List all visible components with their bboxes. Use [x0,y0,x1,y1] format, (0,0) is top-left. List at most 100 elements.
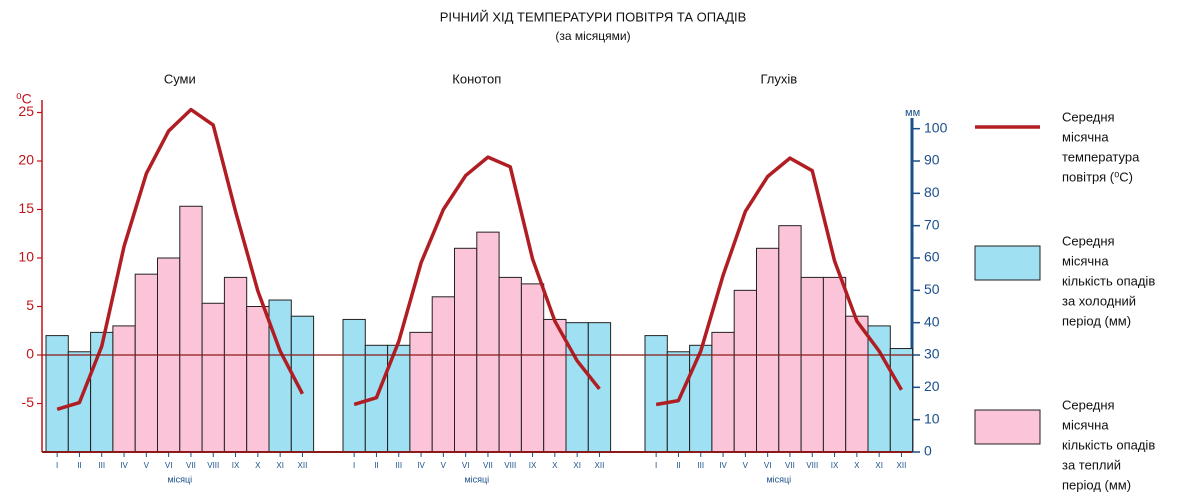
x-tick-label: VI [165,461,173,470]
x-axis-label: місяці [167,474,192,484]
legend-swatch [974,245,1041,281]
x-tick-label: IX [232,461,240,470]
legend-label: за холодний [1062,293,1136,308]
precipitation-bar [223,276,248,453]
y-tick-label: -5 [22,394,35,410]
y2-tick-label: 20 [924,378,940,394]
precipitation-bar [45,335,69,453]
x-tick-label: II [676,461,680,470]
y2-tick-label: 90 [924,152,940,168]
y2-tick-label: 60 [924,249,940,265]
temperature-line [655,156,903,407]
x-tick-label: VI [462,461,470,470]
precipitation-bar [520,283,545,453]
x-tick-label: XI [276,461,284,470]
precipitation-bar [201,302,225,453]
precipitation-bar [543,318,567,453]
x-tick-label: IX [831,461,839,470]
x-axis-label: місяці [464,474,489,484]
legend-label: повітря (⁰С) [1062,169,1133,184]
precipitation-bar [867,325,891,453]
precipitation-bar [112,325,136,453]
y2-tick-label: 0 [924,443,932,459]
x-tick-label: I [353,461,355,470]
temperature-line [56,107,305,411]
precipitation-bar [689,344,713,453]
x-tick-label: III [98,461,105,470]
precipitation-bar [179,205,203,453]
x-tick-label: XII [595,461,605,470]
x-tick-label: XI [573,461,581,470]
y2-tick-label: 40 [924,313,940,329]
precipitation-bar [290,315,315,453]
precipitation-bar [756,247,780,453]
y2-tick-label: 100 [924,119,948,135]
x-tick-label: VIII [504,461,516,470]
precipitation-bar [644,335,668,453]
x-tick-label: IX [529,461,537,470]
y2-tick-label: 30 [924,346,940,362]
legend-label: температура [1062,149,1140,164]
x-tick-label: IV [120,461,128,470]
y-axis-label: ⁰С [16,91,32,107]
x-tick-label: X [552,461,558,470]
x-tick-label: V [144,461,150,470]
precipitation-bar [565,322,589,453]
x-tick-label: XI [875,461,883,470]
precipitation-bar [711,331,735,453]
legend-label: Середня [1062,397,1115,412]
x-tick-label: X [255,461,261,470]
x-tick-label: VIII [806,461,818,470]
legend-label: місячна [1062,417,1109,432]
panel-title: Суми [164,71,196,86]
x-tick-label: IV [719,461,727,470]
chart-title: РІЧНИЙ ХІД ТЕМПЕРАТУРИ ПОВІТРЯ ТА ОПАДІВ [440,9,747,24]
x-tick-label: VIII [207,461,219,470]
x-tick-label: VI [764,461,772,470]
x-tick-label: V [441,461,447,470]
legend-label: період (мм) [1062,313,1131,328]
y2-tick-label: 70 [924,216,940,232]
x-tick-label: VII [483,461,493,470]
legend-label: Середня [1062,109,1115,124]
y-tick-label: 5 [26,297,34,313]
precipitation-bar [409,331,433,453]
legend-label: Середня [1062,233,1115,248]
y2-tick-label: 50 [924,281,940,297]
precipitation-bar [778,225,802,453]
legend-label: місячна [1062,253,1109,268]
legend-label: кількість опадів [1062,437,1155,452]
precipitation-bar [134,273,158,453]
x-tick-label: XII [897,461,907,470]
x-tick-label: XII [298,461,308,470]
legend-label: місячна [1062,129,1109,144]
x-axis-label: місяці [766,474,791,484]
legend-label: період (мм) [1062,477,1131,492]
chart-subtitle: (за місяцями) [555,29,630,43]
precipitation-bar [845,315,869,453]
y-tick-label: 25 [18,103,34,119]
panel-title: Глухів [760,71,797,86]
x-tick-label: IV [417,461,425,470]
x-tick-label: I [655,461,657,470]
precipitation-bar [822,276,847,453]
y2-axis-label: мм [905,107,920,119]
precipitation-bar [454,247,478,453]
y-tick-label: 0 [26,346,34,362]
panel-title: Конотоп [452,71,501,86]
x-tick-label: VII [186,461,196,470]
x-tick-label: VII [785,461,795,470]
y-tick-label: 10 [18,249,34,265]
x-tick-label: V [743,461,749,470]
precipitation-bar [800,276,824,453]
y2-tick-label: 10 [924,410,940,426]
precipitation-bar [498,276,522,453]
temperature-line [353,155,601,407]
x-tick-label: II [77,461,81,470]
y2-tick-label: 80 [924,184,940,200]
y-tick-label: 15 [18,200,34,216]
precipitation-bar [431,296,456,453]
y-tick-label: 20 [18,152,34,168]
